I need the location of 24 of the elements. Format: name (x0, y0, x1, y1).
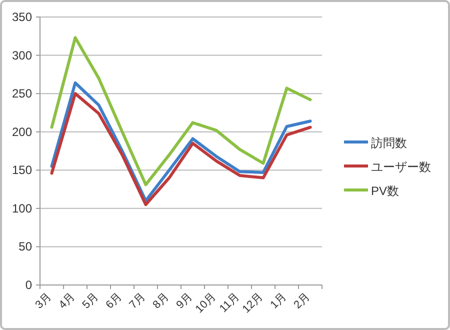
x-tick-label: 12月 (240, 290, 266, 316)
y-tick-label: 50 (18, 240, 32, 254)
x-tick-label: 6月 (104, 290, 124, 312)
y-tick-label: 150 (12, 163, 32, 178)
y-tick-label: 200 (12, 124, 32, 139)
legend-label: 訪問数 (371, 136, 407, 150)
x-tick-label: 9月 (174, 290, 195, 312)
y-tick-label: 300 (12, 48, 32, 62)
x-tick-label: 2月 (292, 290, 312, 312)
y-tick-label: 100 (12, 201, 32, 216)
x-tick-label: 5月 (80, 290, 101, 312)
legend-label: ユーザー数 (371, 160, 431, 174)
y-tick-label: 250 (12, 86, 32, 101)
line-series (50, 36, 312, 186)
x-tick-label: 8月 (150, 290, 172, 312)
x-tick-label: 1月 (268, 290, 289, 312)
y-tick-label: 350 (12, 10, 32, 24)
x-tick-label: 7月 (127, 290, 148, 312)
x-tick-label: 11月 (218, 290, 242, 315)
legend-label: PV数 (371, 184, 400, 198)
x-tick-label: 10月 (193, 290, 218, 316)
y-tick-label: 0 (25, 278, 32, 292)
x-tick-label: 3月 (33, 290, 54, 312)
x-tick-label: 4月 (56, 290, 78, 312)
